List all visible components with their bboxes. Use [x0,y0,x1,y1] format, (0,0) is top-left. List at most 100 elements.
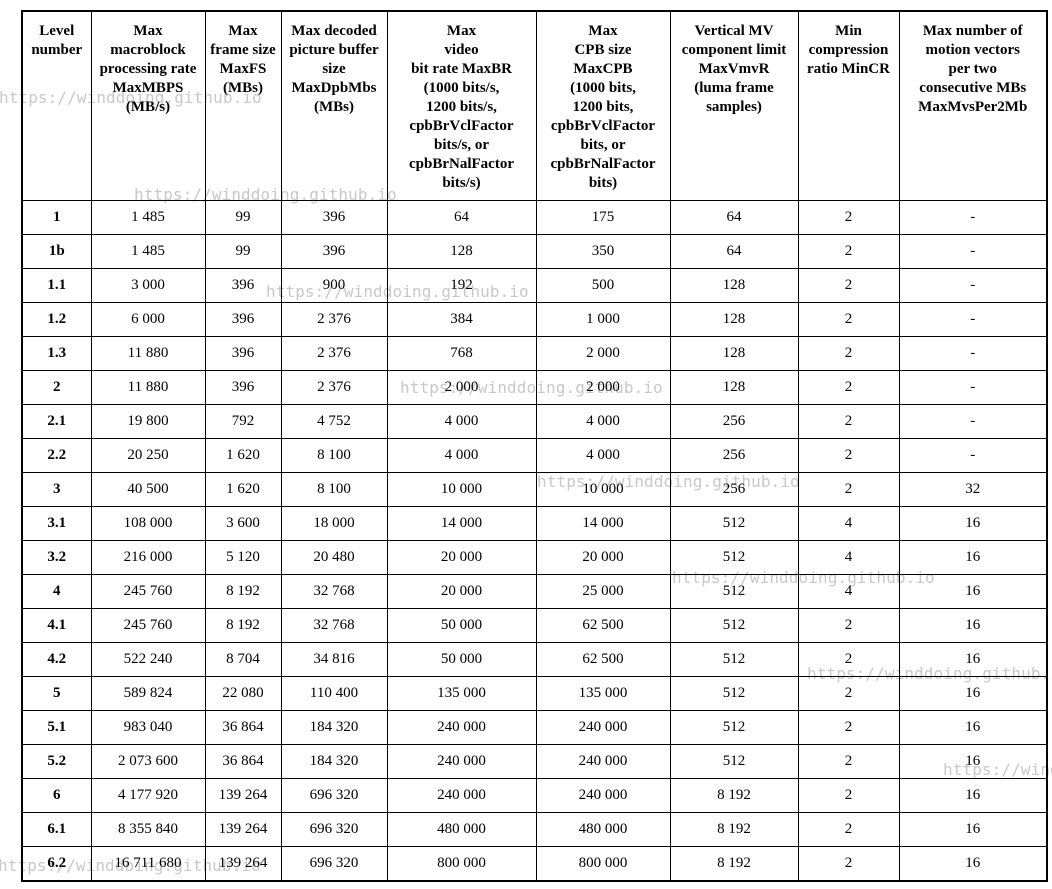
cell-max-br: 64 [386,199,537,235]
cell-max-mvs-per-2mb: - [898,267,1048,303]
cell-max-cpb: 10 000 [535,471,671,507]
cell-max-vmvr: 64 [669,233,799,269]
cell-max-dpb-mbs: 110 400 [280,676,388,712]
cell-max-vmvr: 256 [669,437,799,473]
cell-min-cr: 2 [797,335,900,371]
cell-max-fs: 396 [204,335,282,371]
table-row: 6.2 16 711 680 139 264 696 320 800 000 800 00… [21,846,1048,882]
cell-max-mvs-per-2mb: 16 [898,846,1048,882]
cell-max-mbps: 1 485 [90,233,206,269]
cell-max-mvs-per-2mb: - [898,437,1048,473]
cell-max-cpb: 20 000 [535,539,671,576]
cell-max-fs: 139 264 [204,778,282,814]
cell-max-fs: 3 600 [204,505,282,541]
cell-max-cpb: 14 000 [535,505,671,541]
table-row: 2 11 880 396 2 376 2 000 2 000 128 2- [21,369,1048,405]
cell-max-cpb: 62 500 [535,608,671,644]
cell-max-dpb-mbs: 696 320 [280,846,388,882]
cell-min-cr: 2 [797,471,900,507]
cell-max-dpb-mbs: 8 100 [280,471,388,507]
cell-max-mbps: 20 250 [90,437,206,473]
table-row: 1.3 11 880 396 2 376 768 2 000 128 2- [21,335,1048,371]
cell-max-dpb-mbs: 4 752 [280,403,388,439]
cell-min-cr: 2 [797,744,900,780]
cell-max-mbps: 3 000 [90,267,206,303]
cell-max-vmvr: 512 [669,574,799,610]
cell-max-mvs-per-2mb: 16 [898,642,1048,678]
cell-max-mbps: 11 880 [90,335,206,371]
cell-max-mbps: 245 760 [90,608,206,644]
table-row: 4.2 522 240 8 704 34 816 50 000 62 500 512 2 16 [21,642,1048,678]
column-header-level: Level number [21,10,92,201]
cell-level: 2.1 [21,403,92,439]
cell-max-fs: 22 080 [204,676,282,712]
column-header-max-fs: Max frame size MaxFS (MBs) [204,10,282,201]
cell-max-mbps: 108 000 [90,505,206,541]
cell-max-mvs-per-2mb: 16 [898,778,1048,814]
cell-level: 6.2 [21,846,92,882]
cell-level: 4.1 [21,608,92,644]
cell-max-mvs-per-2mb: 16 [898,744,1048,780]
cell-max-br: 20 000 [386,539,537,576]
column-header-max-mvs-per-2mb: Max number of motion vectors per two con… [898,10,1048,201]
cell-level: 5.1 [21,710,92,746]
cell-max-mvs-per-2mb: 16 [898,505,1048,541]
column-header-max-cpb: Max CPB size MaxCPB (1000 bits, 1200 bit… [535,10,671,201]
cell-max-mbps: 2 073 600 [90,744,206,780]
cell-max-br: 50 000 [386,642,537,678]
cell-max-mvs-per-2mb: 16 [898,710,1048,746]
table-row: 2.2 20 250 1 620 8 100 4 000 4 000 256 2- [21,437,1048,473]
cell-max-vmvr: 8 192 [669,846,799,882]
cell-max-mbps: 19 800 [90,403,206,439]
table-row: 5.1 983 040 36 864 184 320 240 000 240 000 512… [21,710,1048,746]
cell-max-vmvr: 512 [669,676,799,712]
cell-max-mvs-per-2mb: - [898,199,1048,235]
cell-min-cr: 2 [797,676,900,712]
cell-min-cr: 2 [797,437,900,473]
cell-max-br: 768 [386,335,537,371]
cell-max-mbps: 216 000 [90,539,206,576]
cell-max-br: 4 000 [386,403,537,439]
cell-max-vmvr: 512 [669,505,799,541]
cell-max-mbps: 6 000 [90,301,206,337]
column-header-min-cr: Min compression ratio MinCR [797,10,900,201]
cell-level: 1.3 [21,335,92,371]
cell-min-cr: 2 [797,267,900,303]
cell-max-mvs-per-2mb: - [898,369,1048,405]
table-header-row: Level number Max macroblock processing ra… [21,10,1048,201]
cell-max-dpb-mbs: 8 100 [280,437,388,473]
cell-max-br: 10 000 [386,471,537,507]
cell-max-fs: 8 192 [204,574,282,610]
cell-level: 1.1 [21,267,92,303]
cell-max-cpb: 240 000 [535,710,671,746]
cell-max-fs: 792 [204,403,282,439]
cell-max-fs: 36 864 [204,710,282,746]
cell-min-cr: 2 [797,233,900,269]
table-row: 1.2 6 000 396 2 376 384 1 000 128 2- [21,301,1048,337]
cell-max-mvs-per-2mb: 16 [898,812,1048,848]
cell-max-br: 480 000 [386,812,537,848]
cell-max-cpb: 2 000 [535,335,671,371]
cell-max-mvs-per-2mb: 16 [898,574,1048,610]
cell-max-dpb-mbs: 32 768 [280,574,388,610]
cell-max-mbps: 40 500 [90,471,206,507]
cell-level: 1b [21,233,92,269]
cell-max-mbps: 522 240 [90,642,206,678]
cell-min-cr: 2 [797,199,900,235]
table-row: 3.1 108 000 3 600 18 000 14 000 14 000 512 4 16 [21,505,1048,541]
cell-max-br: 135 000 [386,676,537,712]
table-row: 6.1 8 355 840 139 264 696 320 480 000 480 000… [21,812,1048,848]
cell-max-mvs-per-2mb: 16 [898,608,1048,644]
cell-level: 3.1 [21,505,92,541]
cell-max-mvs-per-2mb: 32 [898,471,1048,507]
cell-max-br: 384 [386,301,537,337]
cell-min-cr: 2 [797,369,900,405]
cell-min-cr: 2 [797,608,900,644]
cell-max-dpb-mbs: 900 [280,267,388,303]
cell-max-mvs-per-2mb: 16 [898,676,1048,712]
table-row: 2.1 19 800 792 4 752 4 000 4 000 256 2- [21,403,1048,439]
cell-max-dpb-mbs: 18 000 [280,505,388,541]
